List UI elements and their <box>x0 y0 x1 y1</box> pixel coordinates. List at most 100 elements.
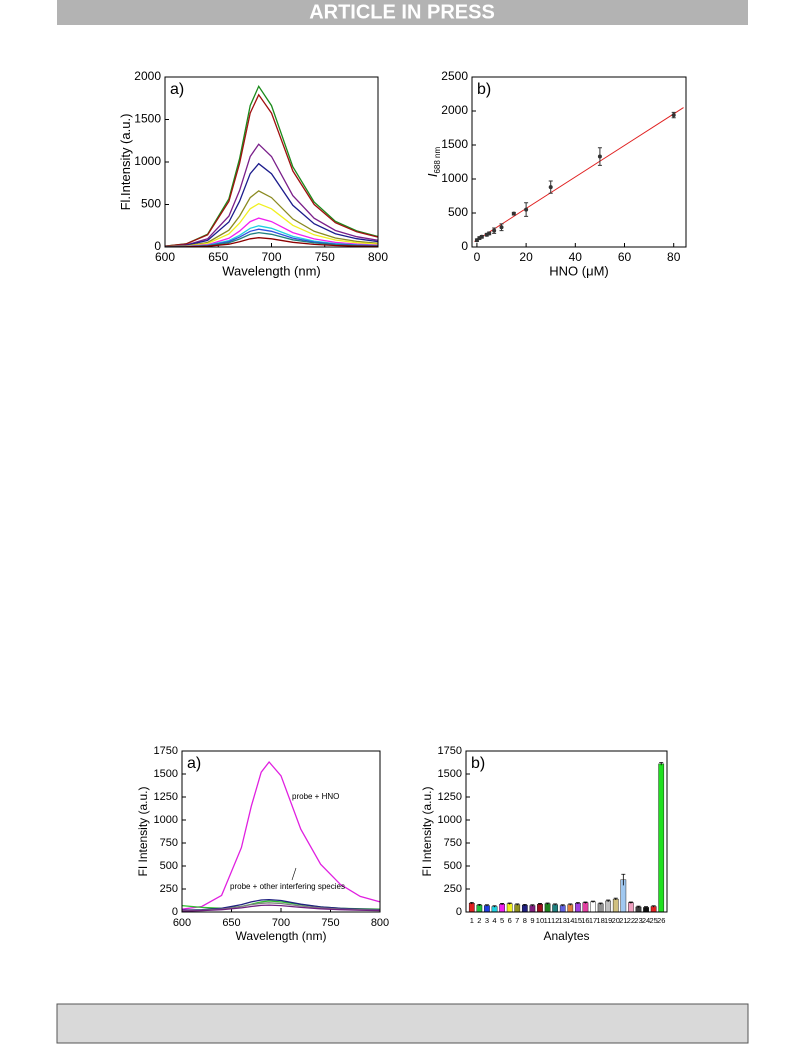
x-tick-label: 700 <box>272 917 290 929</box>
x-tick-label: 750 <box>321 917 339 929</box>
x-tick-label: 6 <box>508 916 512 925</box>
x-tick-label: 8 <box>523 916 527 925</box>
bar <box>484 905 490 913</box>
y-tick-label: 750 <box>160 837 178 849</box>
error-bar <box>636 905 641 908</box>
footer-box <box>56 1003 749 1044</box>
bar <box>567 904 574 913</box>
error-bar <box>507 902 512 905</box>
bar <box>506 903 513 913</box>
error-bar <box>598 902 603 905</box>
x-tick-label: 10 <box>536 916 544 925</box>
y-tick-label: 1500 <box>154 768 178 780</box>
y-axis-label-main: FI Intensity (a.u.) <box>420 786 434 876</box>
y-axis-label: Fl.Intensity (a.u.) <box>118 114 133 211</box>
error-bar <box>628 901 633 904</box>
bar <box>514 904 521 913</box>
x-tick-label: 650 <box>208 250 228 264</box>
y-tick-label: 1000 <box>438 814 462 826</box>
bar <box>582 902 589 913</box>
y-tick-label: 2500 <box>441 69 468 83</box>
x-tick-label: 800 <box>371 917 389 929</box>
header-title: ARTICLE IN PRESS <box>309 1 495 23</box>
panel-label: a) <box>170 81 184 98</box>
y-tick-label: 1250 <box>154 791 178 803</box>
y-tick-label: 1000 <box>441 171 468 185</box>
data-point <box>524 207 529 212</box>
error-bar <box>606 899 611 902</box>
x-tick-label: 21 <box>619 916 627 925</box>
x-tick-label: 23 <box>634 916 642 925</box>
bar <box>491 906 498 913</box>
y-tick-label: 1750 <box>154 745 178 757</box>
data-point <box>511 211 516 216</box>
y-axis-label: FI Intensity (a.u.) <box>420 786 434 876</box>
x-axis-label: Analytes <box>543 929 589 943</box>
x-tick-label: 19 <box>604 916 612 925</box>
y-tick-label: 1250 <box>438 791 462 803</box>
error-bar <box>500 903 505 905</box>
x-tick-label: 2 <box>477 916 481 925</box>
x-tick-label: 7 <box>515 916 519 925</box>
error-bar <box>537 903 542 905</box>
x-tick-label: 17 <box>589 916 597 925</box>
data-point <box>487 231 492 236</box>
fit-line <box>474 107 684 242</box>
x-axis-label: HNO (μM) <box>549 263 608 278</box>
bar <box>529 905 536 913</box>
spectrum-line <box>181 760 381 910</box>
bar <box>605 900 612 913</box>
bar <box>468 903 475 913</box>
error-bar <box>568 903 573 906</box>
x-tick-label: 650 <box>222 917 240 929</box>
data-point <box>492 228 497 233</box>
data-point <box>499 225 504 230</box>
y-tick-label: 750 <box>444 837 462 849</box>
y-tick-label: 250 <box>444 883 462 895</box>
y-tick-label: 500 <box>160 860 178 872</box>
error-bar <box>484 904 489 907</box>
y-axis-label: I688 nm <box>425 147 442 178</box>
error-bar <box>644 906 649 909</box>
annotation: probe + other interfering species <box>230 882 345 891</box>
data-point <box>671 113 676 118</box>
error-bar <box>530 904 535 907</box>
y-tick-label: 500 <box>448 205 468 219</box>
x-tick-label: 12 <box>551 916 559 925</box>
spectrum-line <box>181 904 381 912</box>
bar <box>658 763 665 913</box>
x-tick-label: 80 <box>667 250 681 264</box>
x-tick-label: 15 <box>574 916 582 925</box>
error-bar <box>560 904 565 907</box>
bar <box>537 903 543 913</box>
bar <box>590 901 596 913</box>
y-axis-label-main: FI Intensity (a.u.) <box>136 786 150 876</box>
x-tick-label: 750 <box>315 250 335 264</box>
error-bar <box>515 903 520 906</box>
annotation-leader <box>291 867 297 881</box>
x-axis-label: Wavelength (nm) <box>236 929 327 943</box>
panel-label: a) <box>187 755 201 772</box>
error-bar <box>469 901 474 905</box>
error-bar <box>621 873 626 886</box>
bar <box>476 904 483 913</box>
spectrum-line <box>164 93 379 247</box>
y-tick-label: 0 <box>461 239 468 253</box>
error-bar <box>591 900 596 903</box>
y-tick-label: 1500 <box>134 112 161 126</box>
bar <box>597 903 604 913</box>
plot-frame <box>471 76 687 248</box>
x-tick-label: 24 <box>642 916 650 925</box>
error-bar <box>659 762 664 766</box>
error-bar <box>545 902 550 905</box>
x-tick-label: 700 <box>261 250 281 264</box>
x-tick-label: 20 <box>612 916 620 925</box>
x-tick-label: 22 <box>627 916 635 925</box>
bar <box>499 903 505 913</box>
x-tick-label: 60 <box>618 250 632 264</box>
error-bar <box>583 901 588 904</box>
spectrum-line <box>164 202 379 248</box>
error-bar <box>477 903 482 906</box>
y-axis-label-sub: 688 nm <box>433 147 442 174</box>
